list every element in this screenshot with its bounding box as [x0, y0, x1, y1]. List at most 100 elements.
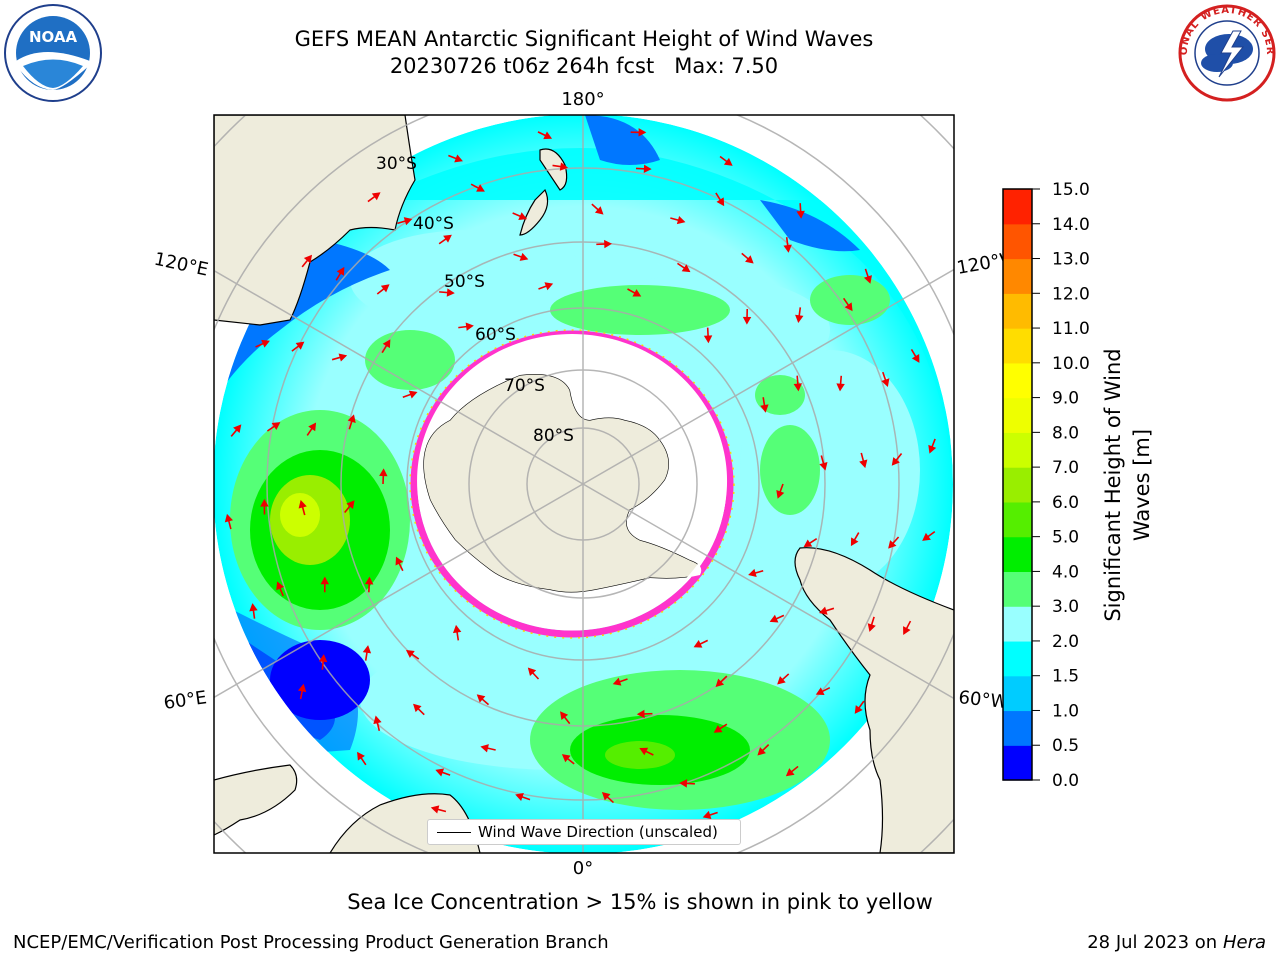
- wave-arrow-head: [819, 462, 828, 471]
- wave-arrow-head: [336, 266, 345, 276]
- colorbar-tick-label: 10.0: [1052, 354, 1090, 374]
- wave-arrow-head: [757, 747, 766, 756]
- colorbar-cell: [1003, 675, 1032, 712]
- graticule: [214, 115, 954, 853]
- wave-arrow-head: [320, 576, 330, 585]
- wave-arrow-head: [303, 254, 313, 264]
- colorbar-cell: [1003, 223, 1032, 260]
- wave-arrow-head: [850, 537, 859, 547]
- wave-arrow-head: [476, 694, 486, 703]
- colorbar-tick-label: 9.0: [1052, 389, 1079, 409]
- colorbar-tick-label: 13.0: [1052, 250, 1090, 270]
- wave-arrow-head: [693, 640, 703, 648]
- wave-arrow-head: [518, 212, 528, 220]
- wave-arrow-head: [888, 540, 897, 549]
- wave-arrow-head: [922, 532, 931, 541]
- colorbar-cell: [1003, 362, 1032, 399]
- wave-arrow-head: [844, 302, 853, 312]
- wave-arrow-head: [836, 383, 845, 392]
- wave-arrow-head: [769, 614, 779, 623]
- colorbar-label: Significant Height of Wind Waves [m]: [1099, 335, 1157, 635]
- footer-credit: NCEP/EMC/Verification Post Processing Pr…: [13, 932, 609, 953]
- wave-arrow-head: [346, 500, 355, 509]
- wave-arrow-head: [446, 288, 455, 297]
- wave-arrow-head: [295, 341, 305, 350]
- wave-arrow-head: [454, 154, 463, 163]
- wave-arrow-head: [308, 422, 317, 432]
- wave-arrow-head: [713, 724, 723, 733]
- land: [214, 115, 954, 853]
- wave-arrow-head: [519, 252, 529, 261]
- colorbar-cell: [1003, 397, 1032, 433]
- lon-label-180: 180°: [561, 89, 604, 110]
- colorbar-cell: [1003, 606, 1032, 642]
- wave-arrow-head: [408, 390, 418, 399]
- noaa-logo-text: NOAA: [29, 28, 78, 46]
- wave-arrow-head: [480, 744, 489, 753]
- wave-arrow-head: [543, 131, 553, 140]
- wave-arrow-head: [716, 197, 725, 207]
- wave-arrow-head: [777, 676, 786, 685]
- wave-arrow-head: [703, 335, 713, 344]
- wave-arrow-head: [796, 210, 805, 219]
- wave-arrow-head: [783, 244, 792, 253]
- wave-arrow-head: [527, 667, 537, 677]
- wave-arrow-head: [382, 339, 391, 349]
- wave-arrow-head: [413, 703, 422, 713]
- wave-arrow-head: [249, 603, 258, 612]
- lat-label-60: 60°S: [475, 325, 516, 345]
- wave-arrow-head: [638, 128, 647, 137]
- chart-subtitle: 20230726 t06z 264h fcst Max: 7.50: [389, 54, 779, 78]
- wave-arrow-head: [379, 468, 388, 477]
- footer-date: 28 Jul 2023 on Hera: [1087, 932, 1266, 953]
- wave-arrow-head: [443, 234, 452, 243]
- wave-arrow-head: [515, 792, 524, 801]
- colorbar-tick-label: 7.0: [1052, 458, 1079, 478]
- wave-arrow-head: [681, 264, 691, 273]
- wave-arrow-head: [298, 499, 307, 509]
- lat-label-70: 70°S: [504, 376, 545, 396]
- wave-arrow-head: [297, 683, 307, 693]
- wave-arrow-head: [643, 164, 652, 174]
- colorbar-cell: [1003, 501, 1032, 538]
- colorbar-cell: [1003, 293, 1032, 329]
- wave-arrow-head: [357, 751, 365, 761]
- colorbar-cell: [1003, 432, 1032, 468]
- wave-arrow-head: [632, 289, 642, 297]
- lon-label-120e: 120°E: [152, 249, 210, 281]
- wave-arrow-head: [380, 284, 390, 293]
- wave-arrow-head: [403, 217, 413, 226]
- wave-arrow-head: [452, 624, 462, 634]
- wave-arrow-head: [435, 768, 445, 777]
- colorbar-tick-label: 0.5: [1052, 736, 1079, 756]
- wave-arrow-head: [881, 378, 890, 387]
- lon-label-60e: 60°E: [162, 687, 208, 714]
- footer-date-text: 28 Jul 2023 on: [1087, 932, 1223, 953]
- wave-arrow-head: [891, 457, 900, 466]
- colorbar-tick-label: 15.0: [1052, 180, 1090, 200]
- wave-arrow-head: [395, 556, 404, 566]
- wave-arrow-head: [601, 791, 611, 801]
- wave-arrow-head: [560, 711, 569, 721]
- wave-arrow-head: [544, 282, 554, 291]
- colorbar-tick-label: 0.0: [1052, 771, 1079, 790]
- wave-arrow-head: [476, 184, 485, 192]
- colorbar-cell: [1003, 328, 1032, 364]
- wave-arrow-head: [260, 498, 269, 507]
- wave-arrow-head: [559, 162, 569, 171]
- colorbar-cell: [1003, 710, 1032, 746]
- colorbar-tick-label: 3.0: [1052, 597, 1079, 617]
- wave-arrow-head: [347, 414, 356, 423]
- colorbar: 0.0 0.5 1.0 1.5 2.0 3.0 4.0 5.0 6.0 7.0 8.0 9.0 10.0…: [1002, 180, 1090, 790]
- wave-arrow-head: [803, 539, 813, 548]
- wave-arrow-head: [903, 626, 911, 635]
- wave-arrow-head: [795, 314, 804, 323]
- lon-label-0: 0°: [573, 858, 593, 879]
- wave-arrow-head: [854, 705, 863, 714]
- colorbar-tick-label: 12.0: [1052, 284, 1090, 304]
- wave-arrow-head: [760, 404, 769, 413]
- colorbar-tick-label: 2.0: [1052, 632, 1079, 652]
- wave-arrow-head: [776, 490, 785, 499]
- wave-arrow-head: [224, 513, 233, 523]
